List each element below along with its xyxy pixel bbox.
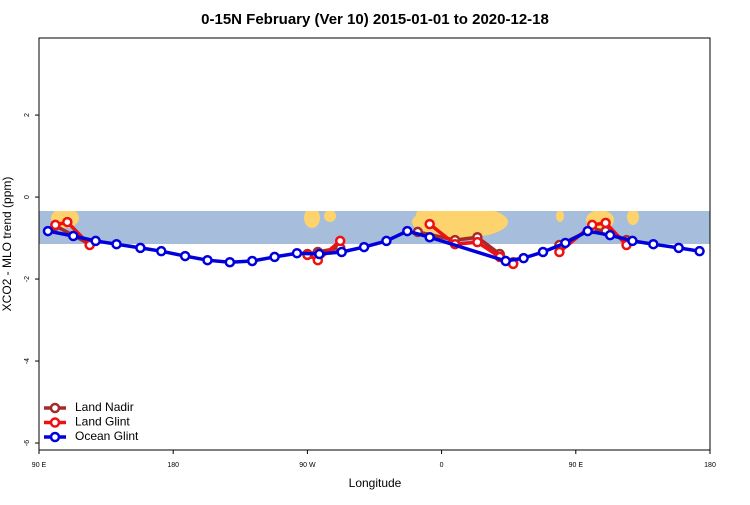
legend-marker bbox=[49, 431, 61, 443]
data-point bbox=[560, 237, 571, 249]
x-tick-label: 90 E bbox=[569, 462, 584, 469]
data-point bbox=[224, 256, 236, 268]
x-axis-label: Longitude bbox=[349, 476, 402, 490]
data-point bbox=[62, 216, 73, 228]
x-tick-label: 90 E bbox=[32, 462, 47, 469]
y-tick-label: -4 bbox=[24, 358, 31, 364]
data-point bbox=[246, 255, 258, 267]
x-tick-label: 180 bbox=[167, 462, 179, 469]
data-point bbox=[424, 231, 435, 243]
data-point bbox=[627, 235, 638, 247]
data-point bbox=[135, 242, 146, 254]
x-tick-label: 0 bbox=[440, 462, 444, 469]
data-point bbox=[600, 217, 611, 229]
data-point bbox=[202, 254, 213, 266]
x-tick-label: 90 W bbox=[299, 462, 316, 469]
data-point bbox=[314, 248, 325, 260]
data-point bbox=[358, 241, 370, 253]
legend-marker bbox=[49, 402, 61, 414]
data-point bbox=[156, 245, 167, 257]
data-point bbox=[694, 245, 705, 257]
data-point bbox=[518, 252, 529, 264]
data-point bbox=[334, 235, 346, 247]
data-point bbox=[68, 230, 79, 242]
y-tick-label: -6 bbox=[24, 440, 31, 446]
y-tick-label: -2 bbox=[24, 276, 31, 282]
data-point bbox=[472, 236, 483, 248]
data-point bbox=[381, 235, 392, 247]
data-point bbox=[179, 250, 191, 262]
legend-label: Land Nadir bbox=[75, 400, 134, 414]
chart-title: 0-15N February (Ver 10) 2015-01-01 to 20… bbox=[201, 11, 549, 28]
y-tick-label: 2 bbox=[24, 113, 31, 117]
data-point bbox=[554, 246, 565, 258]
data-point bbox=[673, 242, 684, 254]
data-point bbox=[269, 251, 280, 263]
data-point bbox=[291, 247, 303, 259]
data-point bbox=[424, 218, 435, 230]
data-point bbox=[537, 246, 549, 258]
legend-marker bbox=[49, 417, 61, 428]
data-point bbox=[648, 238, 659, 250]
y-tick-label: 0 bbox=[24, 195, 31, 199]
data-point bbox=[336, 246, 347, 258]
plot-frame bbox=[38, 37, 711, 451]
data-point bbox=[402, 225, 413, 237]
data-point bbox=[111, 238, 122, 250]
x-tick-label: 180 bbox=[704, 462, 716, 469]
y-axis-label: XCO2 - MLO trend (ppm) bbox=[0, 177, 14, 312]
data-point bbox=[90, 235, 101, 247]
data-point bbox=[604, 229, 616, 241]
data-point bbox=[500, 255, 511, 267]
data-point bbox=[50, 219, 61, 231]
legend-label: Land Glint bbox=[75, 415, 130, 429]
data-point bbox=[42, 225, 54, 237]
series-line bbox=[47, 229, 700, 264]
legend-label: Ocean Glint bbox=[75, 429, 139, 443]
data-point bbox=[582, 225, 593, 237]
